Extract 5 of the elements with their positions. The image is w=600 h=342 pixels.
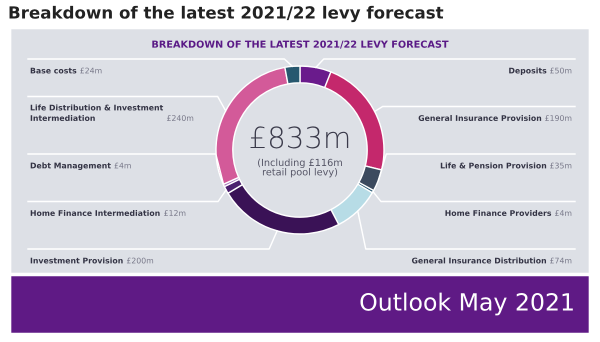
text: £833m xyxy=(250,126,348,148)
chart-subtitle: BREAKDOWN OF THE LATEST 2021/22 LEVY FORECAST xyxy=(152,40,449,49)
text: (Including £116m retail pool levy) xyxy=(258,158,342,178)
text: Outlook May 2021 xyxy=(360,292,573,316)
chart-title: Breakdown of the latest 2021/22 levy forecast xyxy=(10,6,444,22)
